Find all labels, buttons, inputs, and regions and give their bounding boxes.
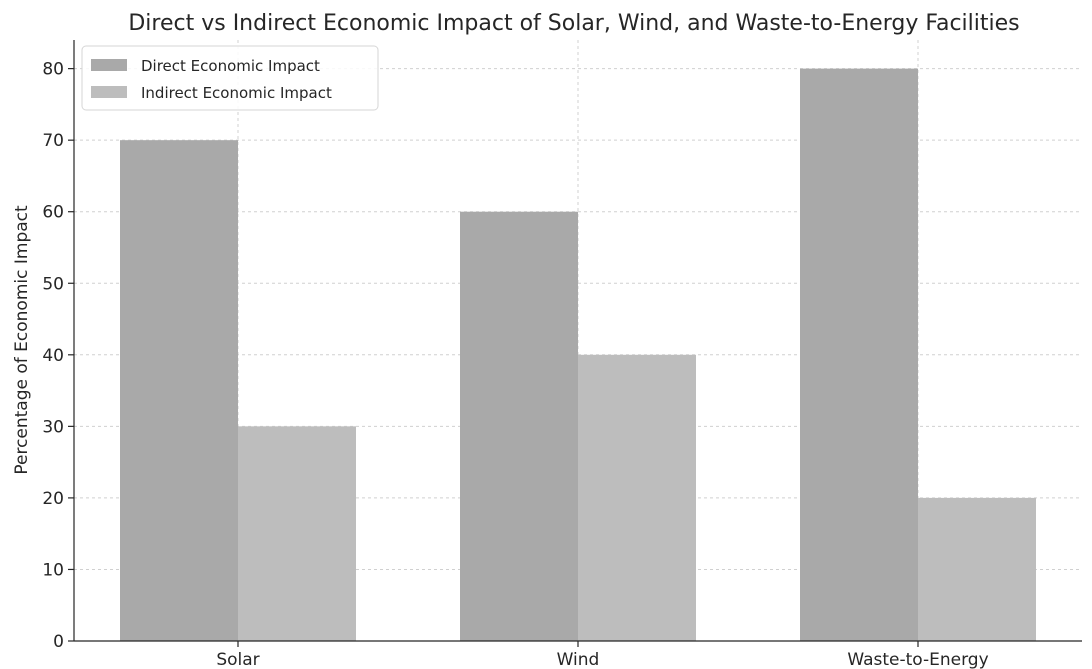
y-axis-label: Percentage of Economic Impact: [12, 205, 32, 475]
legend-frame: [81, 45, 379, 111]
legend-swatch-indirect: [91, 86, 127, 98]
x-ticks: Solar Wind Waste-to-Energy: [216, 641, 989, 669]
bar-direct-wind: [460, 211, 578, 641]
bar-indirect-waste-to-energy: [918, 497, 1036, 641]
legend-label-indirect: Indirect Economic Impact: [141, 84, 332, 102]
x-tick-label: Waste-to-Energy: [847, 650, 988, 669]
y-tick-label: 40: [42, 346, 64, 366]
bar-indirect-solar: [238, 426, 356, 641]
bars: [120, 68, 1036, 642]
legend: Direct Economic Impact Indirect Economic…: [81, 45, 379, 111]
chart-title: Direct vs Indirect Economic Impact of So…: [128, 11, 1019, 36]
x-tick-label: Wind: [557, 650, 600, 669]
bar-direct-waste-to-energy: [800, 68, 918, 642]
legend-label-direct: Direct Economic Impact: [141, 57, 320, 75]
y-tick-label: 20: [42, 489, 64, 509]
y-tick-label: 10: [42, 560, 64, 580]
y-tick-label: 50: [42, 274, 64, 294]
bar-indirect-wind: [578, 354, 696, 641]
bar-direct-solar: [120, 140, 238, 641]
y-tick-label: 0: [53, 632, 64, 652]
y-tick-label: 80: [42, 60, 64, 80]
y-ticks: 0 10 20 30 40 50 60 70 80: [42, 60, 74, 652]
x-tick-label: Solar: [216, 650, 259, 669]
legend-swatch-direct: [91, 59, 127, 71]
y-tick-label: 70: [42, 131, 64, 151]
y-tick-label: 60: [42, 203, 64, 223]
y-tick-label: 30: [42, 417, 64, 437]
